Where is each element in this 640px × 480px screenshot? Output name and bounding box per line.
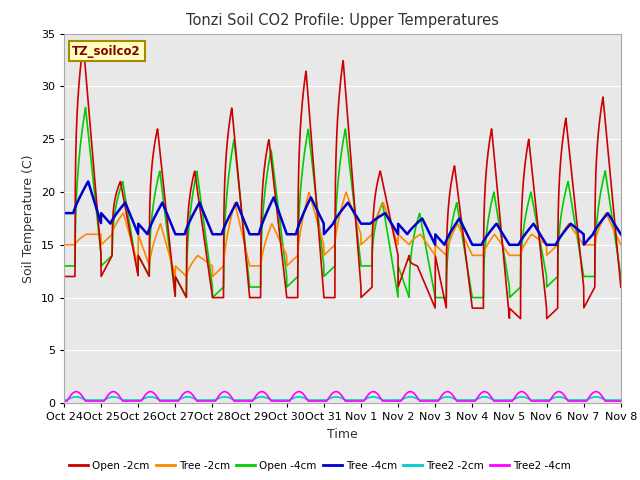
Tree -2cm: [298, 221, 306, 227]
Tree -4cm: [124, 205, 132, 211]
Tree2 -2cm: [157, 397, 164, 403]
Tree -2cm: [547, 249, 554, 255]
Tree -4cm: [547, 242, 554, 248]
Legend: Open -2cm, Tree -2cm, Open -4cm, Tree -4cm, Tree2 -2cm, Tree2 -4cm: Open -2cm, Tree -2cm, Open -4cm, Tree -4…: [65, 456, 575, 475]
Open -2cm: [60, 274, 68, 279]
Open -2cm: [124, 217, 132, 223]
Tree -4cm: [298, 215, 306, 220]
Tree -4cm: [84, 179, 92, 184]
Open -2cm: [79, 41, 87, 47]
Open -2cm: [516, 316, 524, 322]
Tree -2cm: [157, 221, 164, 227]
Line: Open -4cm: Open -4cm: [64, 108, 621, 298]
Tree -4cm: [468, 242, 476, 248]
Open -4cm: [547, 281, 554, 287]
Tree2 -2cm: [60, 397, 68, 403]
Open -4cm: [298, 173, 306, 179]
Tree2 -4cm: [298, 390, 305, 396]
Open -4cm: [274, 200, 282, 206]
Tree -2cm: [124, 225, 131, 230]
Line: Tree2 -4cm: Tree2 -4cm: [64, 392, 621, 401]
Open -2cm: [298, 105, 306, 111]
Line: Tree2 -2cm: Tree2 -2cm: [64, 397, 621, 400]
Tree -2cm: [617, 242, 625, 248]
Line: Tree -4cm: Tree -4cm: [64, 181, 621, 245]
Line: Tree -2cm: Tree -2cm: [64, 192, 621, 276]
Open -2cm: [547, 312, 554, 318]
Tree2 -4cm: [606, 398, 614, 404]
Open -4cm: [157, 176, 164, 181]
Open -2cm: [617, 284, 625, 290]
Line: Open -2cm: Open -2cm: [64, 44, 621, 319]
Tree -4cm: [606, 214, 614, 220]
Tree -4cm: [274, 206, 282, 212]
Tree2 -4cm: [617, 398, 625, 404]
Y-axis label: Soil Temperature (C): Soil Temperature (C): [22, 154, 35, 283]
Open -4cm: [431, 295, 439, 300]
X-axis label: Time: Time: [327, 428, 358, 441]
Tree2 -2cm: [617, 397, 625, 403]
Tree -2cm: [209, 274, 216, 279]
Tree2 -2cm: [274, 397, 282, 403]
Tree2 -4cm: [274, 398, 282, 404]
Tree -2cm: [274, 233, 282, 239]
Tree2 -4cm: [60, 398, 68, 404]
Tree -4cm: [60, 210, 68, 216]
Tree -4cm: [617, 231, 625, 237]
Tree2 -2cm: [298, 394, 305, 400]
Open -4cm: [606, 202, 614, 208]
Tree2 -2cm: [606, 397, 614, 403]
Text: TZ_soilco2: TZ_soilco2: [72, 45, 141, 58]
Tree2 -4cm: [546, 397, 554, 403]
Tree2 -2cm: [555, 394, 563, 400]
Title: Tonzi Soil CO2 Profile: Upper Temperatures: Tonzi Soil CO2 Profile: Upper Temperatur…: [186, 13, 499, 28]
Open -4cm: [617, 274, 625, 279]
Open -4cm: [60, 263, 68, 269]
Open -2cm: [606, 171, 614, 177]
Tree2 -4cm: [157, 398, 164, 404]
Open -2cm: [274, 215, 282, 220]
Tree2 -4cm: [555, 389, 563, 395]
Tree -2cm: [60, 242, 68, 248]
Tree -4cm: [157, 203, 164, 208]
Tree2 -2cm: [124, 397, 131, 403]
Tree -2cm: [606, 219, 614, 225]
Tree2 -4cm: [124, 398, 131, 404]
Open -2cm: [157, 156, 164, 162]
Open -4cm: [82, 105, 90, 110]
Tree -2cm: [342, 190, 350, 195]
Tree2 -2cm: [546, 397, 554, 403]
Open -4cm: [124, 209, 132, 215]
